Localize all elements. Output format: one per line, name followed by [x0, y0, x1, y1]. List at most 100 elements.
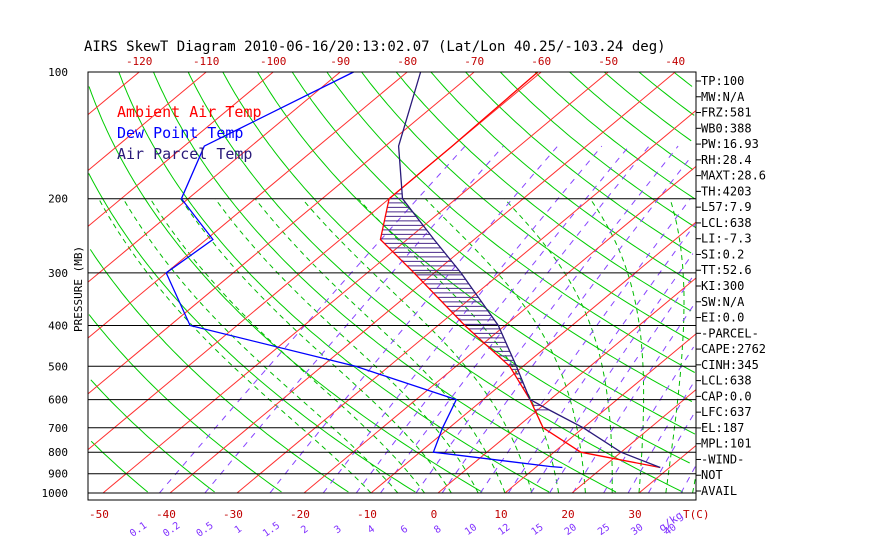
index-value: NOT — [701, 468, 723, 482]
profile-line — [397, 71, 661, 469]
mixing-ratio-line — [603, 346, 695, 494]
mixing-ratio-tick-label: 3 — [332, 524, 343, 536]
mixing-ratio-line — [627, 380, 696, 494]
index-value: FRZ:581 — [701, 106, 752, 120]
bottom-temperature-tick-label: 30 — [628, 508, 641, 521]
mixing-ratio-line — [680, 465, 697, 494]
isotherm — [87, 71, 140, 116]
dry-adiabat — [499, 71, 697, 229]
index-value: KI:300 — [701, 279, 744, 293]
dry-adiabat — [291, 71, 693, 402]
y-axis-label: PRESSURE (MB) — [72, 246, 85, 332]
dry-adiabat — [88, 314, 282, 493]
index-value: L57:7.9 — [701, 200, 752, 214]
moist-adiabat — [357, 198, 560, 494]
bottom-temperature-tick-label: -30 — [223, 508, 243, 521]
mixing-ratio-tick-label: 0.2 — [161, 520, 182, 539]
mixing-ratio-line — [269, 145, 558, 494]
bottom-temperature-tick-label: 20 — [561, 508, 574, 521]
pressure-tick-label: 300 — [48, 267, 68, 280]
dry-adiabat — [222, 71, 690, 464]
index-value: EL:187 — [701, 421, 744, 435]
dry-adiabat — [88, 173, 416, 493]
dry-adiabat — [257, 71, 696, 435]
legend: Ambient Air Temp Dew Point Temp Air Parcel… — [117, 103, 262, 163]
index-value: LCL:638 — [701, 216, 752, 230]
index-value: TT:52.6 — [701, 263, 752, 277]
cape-shading — [380, 188, 550, 411]
pressure-tick-label: 500 — [48, 360, 68, 373]
index-value: CAPE:2762 — [701, 342, 766, 356]
index-value: SI:0.2 — [701, 247, 744, 261]
isotherm — [638, 445, 697, 494]
isotherm — [571, 389, 697, 494]
top-temperature-tick-label: -80 — [397, 55, 417, 68]
index-value: MPL:101 — [701, 437, 752, 451]
bottom-temperature-tick-label: -20 — [290, 508, 310, 521]
index-value: LCL:638 — [701, 374, 752, 388]
top-temperature-tick-label: -70 — [464, 55, 484, 68]
pressure-tick-label: 700 — [48, 422, 68, 435]
bottom-temperature-tick-label: 10 — [494, 508, 507, 521]
pressure-tick-label: 100 — [48, 66, 68, 79]
index-value: AVAIL — [701, 484, 737, 498]
mixing-ratio-line — [159, 145, 466, 494]
dry-adiabat — [430, 71, 692, 283]
top-temperature-tick-label: -110 — [193, 55, 220, 68]
top-temperature-tick-label: -60 — [531, 55, 551, 68]
dry-adiabat — [673, 71, 693, 87]
dry-adiabat — [395, 71, 692, 312]
moist-adiabat — [254, 198, 506, 494]
legend-entry: Ambient Air Temp — [117, 103, 262, 121]
isotherm — [87, 71, 408, 339]
mixing-ratio-tick-label: 20 — [563, 522, 579, 538]
dry-adiabat — [569, 71, 694, 171]
index-value: MAXT:28.6 — [701, 169, 766, 183]
bottom-temperature-tick-label: 0 — [431, 508, 438, 521]
dry-adiabat — [465, 71, 692, 254]
mixing-ratio-line — [549, 272, 696, 494]
moist-adiabat — [214, 198, 479, 494]
top-temperature-tick-label: -90 — [330, 55, 350, 68]
mixing-ratio-line — [415, 145, 679, 494]
index-value: RH:28.4 — [701, 153, 752, 167]
pressure-tick-label: 600 — [48, 394, 68, 407]
index-value: CINH:345 — [701, 358, 759, 372]
index-value: LI:-7.3 — [701, 232, 752, 246]
isotherm — [87, 71, 274, 227]
top-temperature-tick-label: -40 — [665, 55, 685, 68]
isotherm — [87, 71, 475, 395]
dry-adiabat — [638, 71, 695, 116]
dry-adiabat — [361, 71, 691, 341]
isotherm — [370, 221, 697, 494]
index-value: CAP:0.0 — [701, 389, 752, 403]
index-value: TP:100 — [701, 74, 744, 88]
bottom-axis-unit: T(C) — [683, 508, 710, 521]
mixing-ratio-tick-label: 8 — [432, 524, 443, 536]
dry-adiabat — [118, 71, 550, 493]
mixing-ratio-tick-label: 0.5 — [195, 520, 216, 539]
mixing-ratio-tick-label: 1.5 — [261, 520, 282, 539]
mixing-ratio-tick-label: 2 — [299, 524, 310, 536]
moist-adiabat — [692, 475, 697, 494]
dry-adiabat — [88, 86, 483, 493]
dry-adiabat — [89, 249, 349, 493]
pressure-tick-label: 800 — [48, 446, 68, 459]
moist-adiabat — [424, 198, 586, 494]
dry-adiabat — [603, 71, 692, 142]
index-value: EI:0.0 — [701, 311, 744, 325]
bottom-temperature-tick-label: -50 — [89, 508, 109, 521]
pressure-tick-label: 900 — [48, 468, 68, 481]
dry-adiabat — [90, 379, 215, 493]
mixing-ratio-tick-label: 0.1 — [128, 520, 149, 539]
mixing-ratio-tick-label: 4 — [366, 524, 377, 536]
pressure-tick-label: 200 — [48, 193, 68, 206]
bottom-temperature-tick-label: -40 — [156, 508, 176, 521]
mixing-ratio-tick-label: 12 — [496, 522, 512, 538]
moist-adiabat — [98, 198, 372, 494]
mixing-ratio-line — [572, 305, 694, 494]
sounding-profiles — [165, 71, 661, 469]
bottom-temperature-tick-label: -10 — [357, 508, 377, 521]
